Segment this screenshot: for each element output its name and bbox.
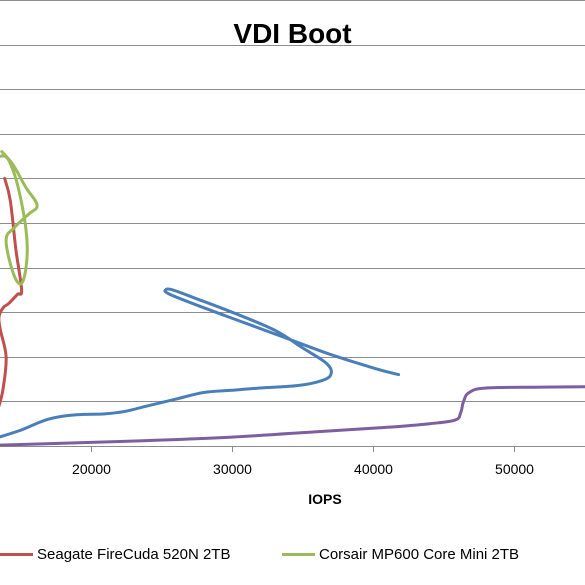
legend-item-seagate: Seagate FireCuda 520N 2TB	[0, 540, 230, 568]
legend-item-corsair: Corsair MP600 Core Mini 2TB	[282, 540, 519, 568]
series-line-corsair	[0, 150, 39, 286]
legend: Seagate FireCuda 520N 2TB Corsair MP600 …	[0, 540, 585, 568]
x-axis-ticks: 20000 30000 40000 50000	[72, 446, 534, 477]
series-line-purple	[0, 385, 585, 447]
x-tick-label: 20000	[72, 461, 111, 477]
x-tick-label: 50000	[495, 461, 534, 477]
x-tick-label: 40000	[354, 461, 393, 477]
x-axis-label: IOPS	[308, 491, 342, 507]
legend-label-seagate: Seagate FireCuda 520N 2TB	[37, 545, 231, 563]
legend-label-corsair: Corsair MP600 Core Mini 2TB	[319, 545, 520, 563]
series-line-blue	[0, 287, 401, 439]
series-lines	[0, 150, 585, 447]
legend-swatch-seagate	[0, 552, 33, 556]
gridlines	[0, 0, 585, 447]
chart-title: VDI Boot	[233, 18, 352, 49]
series-line-seagate	[0, 176, 24, 408]
legend-swatch-corsair	[282, 552, 315, 556]
x-tick-label: 30000	[213, 461, 252, 477]
